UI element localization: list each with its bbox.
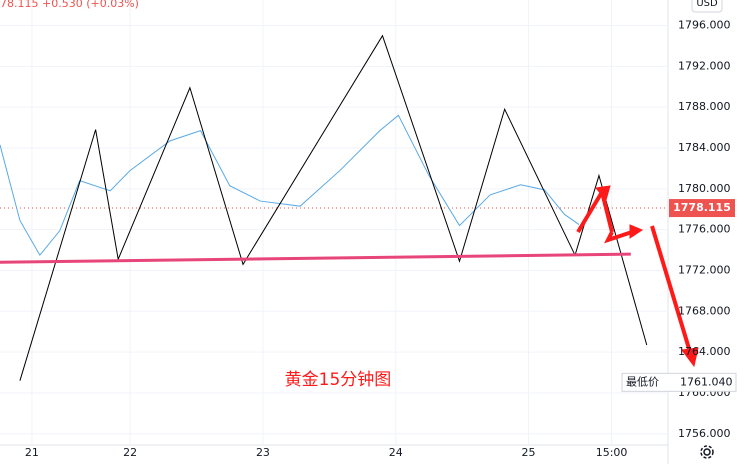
arrow	[650, 225, 692, 353]
low-label: 最低价	[626, 375, 659, 388]
x-tick-label: 23	[256, 446, 270, 459]
y-tick-label: 1764.000	[678, 345, 731, 358]
x-tick-label: 22	[123, 446, 137, 459]
low-value: 1761.040	[680, 375, 733, 388]
x-tick-label: 24	[389, 446, 403, 459]
x-tick-label: 15:00	[596, 446, 628, 459]
y-tick-label: 1768.000	[678, 304, 731, 317]
arrow	[604, 230, 633, 244]
quote: 78.115 +0.530 (+0.03%)	[0, 0, 139, 10]
low-badge	[621, 372, 737, 392]
y-tick-label: 1796.000	[678, 19, 731, 32]
y-tick-label: 1792.000	[678, 59, 731, 72]
arrow-head	[629, 224, 644, 239]
currency: USD	[696, 0, 718, 9]
y-tick-label: 1780.000	[678, 182, 731, 195]
y-tick-label: 1772.000	[678, 263, 731, 276]
y-tick-label: 1784.000	[678, 141, 731, 154]
y-tick-label: 1788.000	[678, 100, 731, 113]
arrow-head	[595, 185, 611, 202]
series-line	[19, 34, 648, 381]
series-line	[0, 252, 631, 264]
y-tick-label: 1756.000	[678, 427, 731, 440]
arrow-head	[681, 347, 699, 368]
currency-box	[691, 0, 723, 13]
annotation: 黄金15分钟图	[285, 370, 392, 390]
arrows	[576, 185, 699, 368]
settings-icon[interactable]	[700, 445, 714, 459]
current-price-badge	[669, 199, 735, 218]
gear-center	[703, 448, 711, 456]
gear-teeth	[700, 445, 714, 459]
x-tick-label: 25	[522, 446, 536, 459]
y-tick-label: 1776.000	[678, 223, 731, 236]
current-price-label: 1778.115	[673, 201, 731, 214]
series-line	[0, 114, 580, 257]
x-tick-label: 21	[25, 446, 39, 459]
